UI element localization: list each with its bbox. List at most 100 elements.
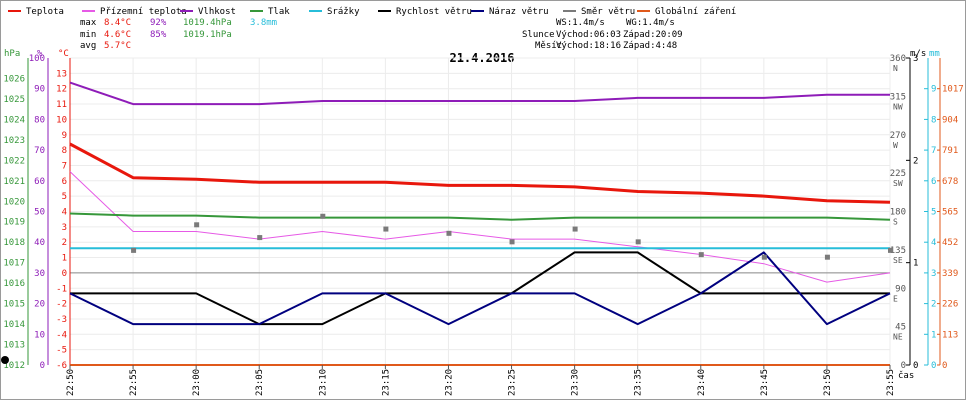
humidity-tick-label: 90: [34, 85, 45, 95]
rain-tick-label: 4: [931, 238, 936, 248]
legend-label-3: Vlhkost: [198, 7, 236, 17]
pressure-tick-label: 1024: [3, 115, 25, 125]
info-sun-rise: Východ:06:03: [556, 30, 621, 40]
stats-max-temperature: 8.4°C: [104, 18, 131, 28]
wind-direction-point: [320, 213, 326, 219]
temperature-axis-unit: °C: [58, 49, 69, 59]
temperature-tick-label: 0: [62, 269, 67, 279]
legend-label-1: Teplota: [26, 7, 64, 17]
pressure-axis-unit: hPa: [4, 49, 20, 59]
radiation-tick-label: 904: [942, 115, 958, 125]
pressure-tick-label: 1022: [3, 156, 25, 166]
info-ws: WS:1.4m/s: [556, 18, 605, 28]
wind-direction-name-label: SW: [893, 179, 903, 188]
temperature-tick-label: 5: [62, 192, 67, 202]
x-tick-label: 23:20: [444, 369, 454, 396]
x-tick-label: 23:45: [760, 369, 770, 396]
pressure-tick-label: 1014: [3, 320, 25, 330]
temperature-tick-label: 8: [62, 146, 67, 156]
legend-label-8: Směr větru: [581, 7, 635, 17]
radiation-tick-label: 113: [942, 330, 958, 340]
wind-direction-name-label: NW: [893, 102, 903, 111]
pressure-tick-label: 1018: [3, 238, 25, 248]
astro-info-block: WS:1.4m/s WG:1.4m/s Slunce Východ:06:03 Zápa…: [522, 18, 683, 51]
stats-avg-label: avg: [80, 41, 96, 51]
wind-direction-point: [761, 254, 767, 260]
humidity-tick-label: 0: [40, 361, 45, 371]
wind-direction-point: [509, 239, 515, 245]
temperature-tick-label: -5: [56, 346, 67, 356]
wind-direction-tick-label: 270: [890, 131, 906, 141]
wind-direction-point: [383, 226, 389, 232]
rain-tick-label: 9: [931, 85, 936, 95]
rain-tick-label: 6: [931, 177, 936, 187]
stats-max-pressure: 1019.4hPa: [183, 18, 232, 28]
humidity-tick-label: 80: [34, 115, 45, 125]
x-tick-label: 22:50: [66, 369, 76, 396]
rain-tick-label: 5: [931, 208, 936, 218]
wind-direction-name-label: N: [893, 64, 898, 73]
wind-tick-label: 2: [913, 156, 918, 166]
x-tick-label: 23:40: [697, 369, 707, 396]
series-line-prizemni-teplota: [69, 171, 891, 283]
series-layer: [69, 81, 893, 366]
temperature-tick-label: -4: [56, 330, 67, 340]
wind-direction-point: [194, 222, 200, 228]
rain-tick-label: 3: [931, 269, 936, 279]
wind-direction-point: [131, 247, 137, 253]
humidity-tick-label: 10: [34, 330, 45, 340]
temperature-tick-label: 2: [62, 238, 67, 248]
pressure-tick-label: 1019: [3, 218, 25, 228]
pressure-tick-label: 1015: [3, 300, 25, 310]
radiation-tick-label: 0: [942, 361, 947, 371]
axes: hPa1026102510241023102210211020101910181…: [3, 49, 963, 371]
wind-direction-tick-label: 0: [901, 361, 906, 371]
info-sun-set: Západ:20:09: [623, 30, 683, 40]
radiation-tick-label: 565: [942, 208, 958, 218]
pressure-tick-label: 1012: [3, 361, 25, 371]
x-tick-label: 23:55: [886, 369, 896, 396]
temperature-tick-label: -6: [56, 361, 67, 371]
temperature-tick-label: 3: [62, 223, 67, 233]
wind-direction-point: [572, 226, 578, 232]
x-tick-label: 23:05: [255, 369, 265, 396]
temperature-tick-label: 7: [62, 161, 67, 171]
rain-tick-label: 8: [931, 115, 936, 125]
humidity-tick-label: 30: [34, 269, 45, 279]
pressure-tick-label: 1023: [3, 136, 25, 146]
legend-label-4: Tlak: [268, 7, 290, 17]
wind-direction-tick-label: 180: [890, 208, 906, 218]
temperature-tick-label: 10: [56, 115, 67, 125]
wind-direction-point: [635, 239, 641, 245]
temperature-tick-label: 12: [56, 85, 67, 95]
stats-min-label: min: [80, 30, 96, 40]
pressure-tick-label: 1026: [3, 74, 25, 84]
wind-direction-name-label: E: [893, 294, 898, 303]
x-tick-label: 23:30: [571, 369, 581, 396]
x-axis: 22:50 22:55 23:00 23:05 23:10 23:15 23:20 23:25…: [1, 356, 914, 396]
legend-label-7: Náraz větru: [489, 7, 549, 17]
x-tick-label: 23:10: [318, 369, 328, 396]
wind-direction-name-label: S: [893, 218, 898, 227]
wind-tick-label: 1: [913, 259, 918, 269]
origin-marker: [1, 356, 9, 364]
humidity-tick-label: 40: [34, 238, 45, 248]
series-line-rychlost-vetru: [70, 251, 890, 326]
wind-direction-tick-label: 315: [890, 92, 906, 102]
humidity-tick-label: 50: [34, 208, 45, 218]
info-moon-set: Západ:4:48: [623, 41, 677, 51]
wind-direction-point: [888, 247, 893, 253]
stats-max-rain: 3.8mm: [250, 18, 277, 28]
pressure-tick-label: 1021: [3, 177, 25, 187]
humidity-tick-label: 20: [34, 300, 45, 310]
temperature-tick-label: -3: [56, 315, 67, 325]
wind-direction-tick-label: 360: [890, 54, 906, 64]
x-axis-label: čas: [898, 370, 914, 381]
wind-direction-tick-label: 225: [890, 169, 906, 179]
stats-max-label: max: [80, 18, 97, 28]
wind-direction-point: [698, 252, 704, 258]
wind-direction-tick-label: 135: [890, 246, 906, 256]
pressure-tick-label: 1020: [3, 197, 25, 207]
x-tick-label: 23:50: [823, 369, 833, 396]
